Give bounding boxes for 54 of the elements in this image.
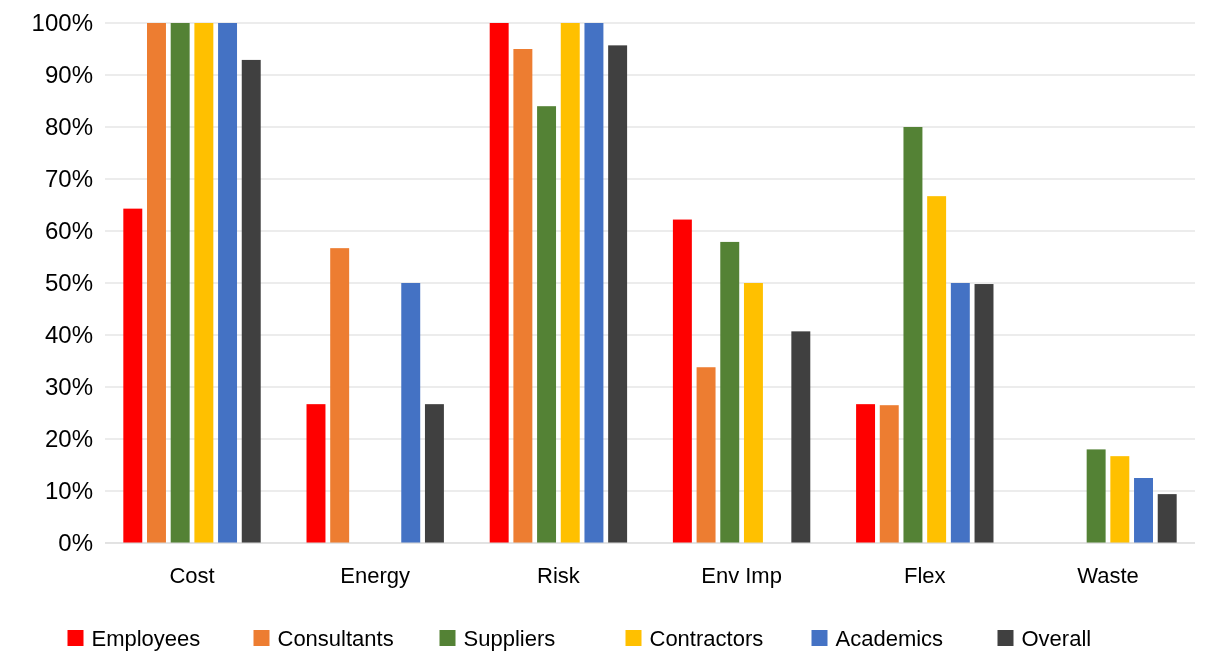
bar — [401, 283, 421, 543]
bar — [123, 208, 143, 543]
y-tick-label: 10% — [44, 477, 93, 505]
x-tick-label: Flex — [904, 563, 946, 588]
y-tick-label: 60% — [44, 217, 93, 245]
bar — [513, 49, 533, 543]
bar — [330, 248, 350, 543]
y-tick-label: 50% — [44, 269, 93, 297]
y-tick-label: 100% — [31, 9, 93, 37]
bar — [743, 283, 763, 543]
bar — [696, 367, 716, 543]
legend-label: Consultants — [277, 625, 394, 651]
x-tick-label: Env Imp — [701, 563, 782, 588]
bar — [1134, 478, 1153, 543]
x-tick-label: Waste — [1077, 563, 1139, 588]
bar — [1110, 456, 1130, 543]
bar — [170, 23, 190, 543]
bar — [950, 283, 970, 543]
y-tick-label: 20% — [44, 425, 93, 453]
y-tick-label: 80% — [44, 113, 93, 141]
bar — [720, 241, 740, 543]
bar — [537, 106, 557, 543]
bar — [218, 23, 238, 543]
x-tick-label: Cost — [169, 563, 215, 588]
legend-label: Employees — [91, 625, 201, 651]
bar — [974, 284, 994, 543]
y-tick-label: 70% — [44, 165, 93, 193]
y-tick-label: 90% — [44, 61, 93, 89]
legend-label: Academics — [835, 625, 944, 651]
bar — [927, 196, 947, 543]
bar — [856, 404, 876, 543]
bar — [560, 23, 580, 543]
bar — [903, 127, 923, 543]
bar — [1157, 494, 1177, 543]
x-tick-label: Risk — [537, 563, 581, 588]
bar — [584, 23, 604, 543]
legend-label: Suppliers — [463, 625, 556, 651]
bar — [194, 23, 214, 543]
legend-label: Contractors — [649, 625, 764, 651]
bar — [147, 23, 166, 543]
bar — [791, 331, 811, 543]
bar — [306, 404, 326, 543]
bar — [672, 219, 692, 543]
bar — [1086, 449, 1106, 543]
y-tick-label: 40% — [44, 321, 93, 349]
x-tick-label: Energy — [340, 563, 411, 588]
bar — [424, 404, 444, 543]
bar — [489, 23, 509, 543]
legend-label: Overall — [1021, 625, 1092, 651]
y-tick-label: 0% — [58, 529, 93, 557]
bar — [241, 59, 261, 543]
y-tick-label: 30% — [44, 373, 93, 401]
bar — [879, 405, 899, 543]
bar — [608, 45, 628, 543]
